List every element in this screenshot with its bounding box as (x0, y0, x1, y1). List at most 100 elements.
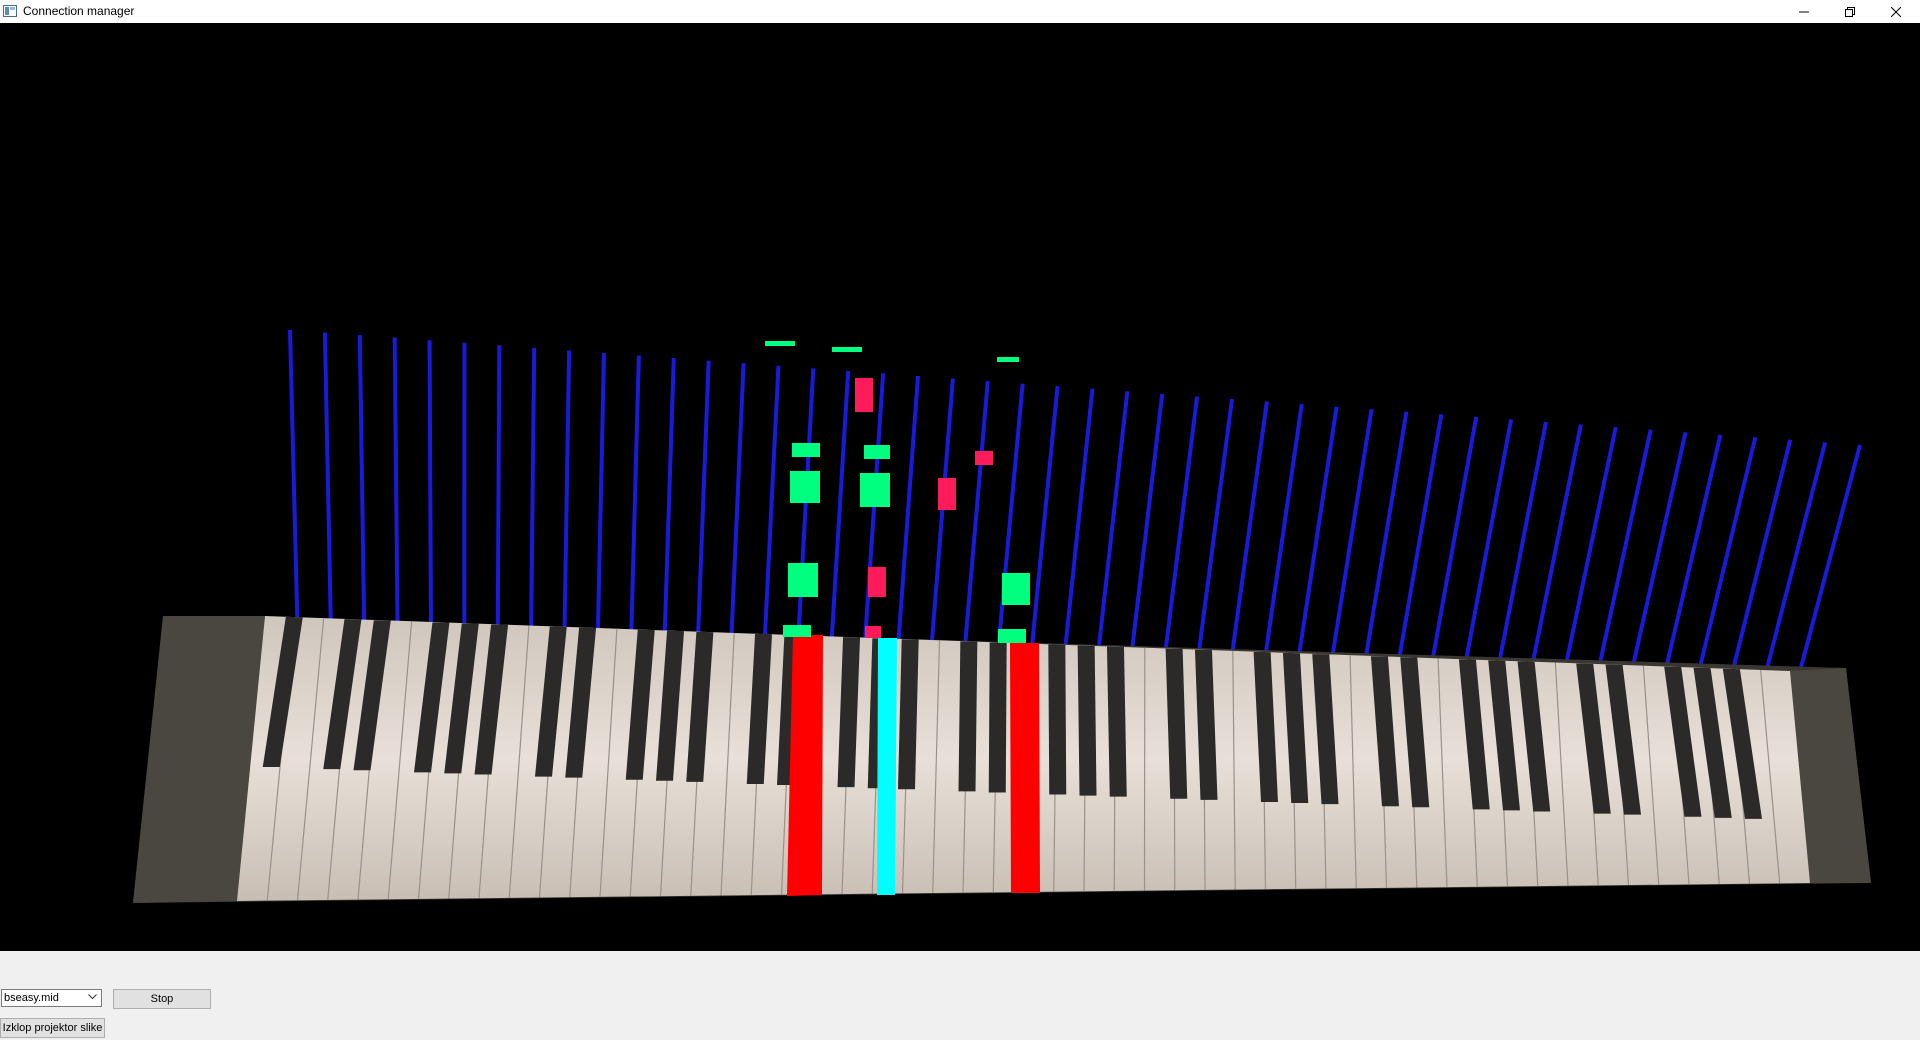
guide-line (1294, 406, 1339, 676)
note-guide-lines (288, 329, 1862, 691)
guide-line (628, 355, 641, 656)
black-key (1312, 654, 1339, 805)
white-key-divider (1642, 665, 1660, 885)
keyboard-scene (133, 329, 1871, 903)
black-key (1693, 667, 1732, 818)
black-key (1488, 660, 1520, 811)
black-key (686, 631, 714, 782)
guide-line (1360, 411, 1409, 678)
white-key-divider (1349, 655, 1357, 889)
guide-line (1127, 393, 1165, 671)
minimize-button[interactable] (1781, 0, 1827, 23)
black-key (535, 626, 567, 777)
guide-line (528, 347, 537, 653)
note-block-green (864, 445, 890, 459)
note-block-green (1002, 573, 1030, 605)
guide-line (1427, 416, 1479, 680)
guide-line (1693, 436, 1758, 688)
note-block-green (765, 341, 795, 346)
white-key-divider (1760, 669, 1781, 884)
black-key (1077, 645, 1097, 796)
guide-line (1793, 444, 1862, 691)
black-key (837, 637, 861, 788)
black-key (323, 619, 362, 770)
black-key (988, 642, 1007, 793)
note-block-green (997, 357, 1019, 362)
black-key (1048, 644, 1067, 795)
black-key (746, 633, 773, 784)
black-key (1722, 668, 1762, 819)
black-key (1458, 659, 1490, 810)
close-button[interactable] (1873, 0, 1919, 23)
guide-line (1094, 391, 1130, 670)
guide-line (1759, 441, 1828, 690)
black-key (1370, 656, 1399, 807)
guide-line (288, 329, 300, 647)
note-block-pink (975, 451, 993, 465)
guide-line (1493, 421, 1548, 682)
falling-notes (765, 341, 1030, 643)
title-bar[interactable]: Connection manager (0, 0, 1920, 23)
guide-line (1460, 419, 1514, 681)
guide-line (861, 373, 886, 663)
restore-button[interactable] (1827, 0, 1873, 23)
restore-icon (1845, 6, 1855, 17)
white-key-divider (1554, 662, 1569, 886)
note-block-pink (865, 626, 881, 638)
note-block-green (788, 563, 818, 597)
guide-line (357, 335, 367, 648)
guide-line (392, 337, 400, 649)
white-key-divider (599, 628, 618, 897)
guide-line (1327, 408, 1374, 677)
guide-line (1227, 401, 1269, 674)
guide-line (795, 368, 816, 661)
guide-line (695, 360, 711, 658)
black-key (1605, 664, 1641, 815)
guide-line (1194, 398, 1234, 673)
app-window-icon (3, 4, 17, 17)
guide-line (1593, 429, 1653, 685)
white-key-divider (296, 618, 325, 901)
guide-line (761, 365, 781, 660)
black-keys (262, 617, 1762, 819)
close-icon (1891, 6, 1901, 17)
black-key (474, 624, 509, 775)
white-key-divider (387, 621, 413, 900)
guide-line (1659, 434, 1723, 687)
guide-line (1526, 424, 1583, 683)
note-block-pink (855, 378, 873, 412)
note-block-green (860, 473, 890, 507)
guide-line (1260, 403, 1304, 675)
note-block-pink (938, 478, 956, 510)
guide-line (322, 332, 334, 648)
black-key (1664, 666, 1702, 817)
black-key (656, 630, 685, 781)
note-block-green (792, 443, 820, 457)
white-key-divider (508, 625, 530, 898)
guide-line (1061, 388, 1095, 669)
black-key (958, 641, 978, 792)
white-key-divider (1437, 658, 1448, 888)
highlight-key-red-2 (1010, 643, 1040, 893)
stop-button[interactable]: Stop (113, 989, 211, 1009)
note-block-pink (868, 567, 886, 597)
guide-line (1027, 386, 1060, 668)
black-key (444, 623, 479, 774)
black-key (1253, 651, 1278, 802)
note-block-green (832, 347, 862, 352)
white-key-divider (932, 640, 941, 894)
guide-line (1160, 396, 1200, 672)
guide-line (427, 340, 434, 650)
control-panel (0, 951, 1920, 1040)
projector-off-button[interactable]: Izklop projektor slike (0, 1018, 105, 1038)
guide-line (562, 350, 572, 654)
guide-line (928, 378, 955, 665)
black-key (565, 627, 597, 778)
window-title: Connection manager (23, 4, 135, 18)
highlight-key-cyan (877, 638, 897, 895)
guide-line (1560, 426, 1618, 684)
black-key (898, 639, 919, 790)
midi-file-select[interactable]: bseasy.mid (1, 989, 102, 1007)
black-key (414, 622, 450, 773)
chevron-down-icon (88, 994, 97, 1000)
